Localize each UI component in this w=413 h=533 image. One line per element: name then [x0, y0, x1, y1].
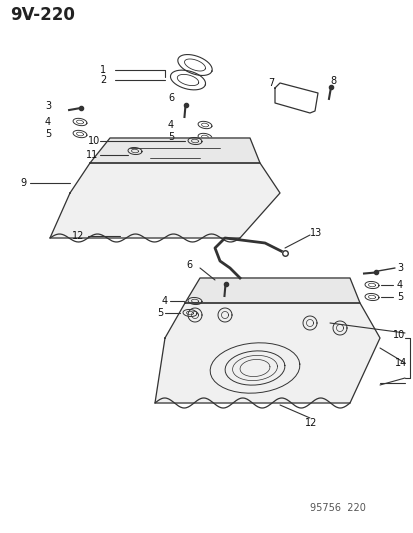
Text: 5: 5	[45, 129, 51, 139]
Text: 4: 4	[45, 117, 51, 127]
Polygon shape	[50, 163, 279, 238]
Text: 3: 3	[396, 263, 402, 273]
Text: 9V-220: 9V-220	[10, 6, 75, 24]
Text: 13: 13	[309, 228, 321, 238]
Text: 10: 10	[88, 136, 100, 146]
Text: 14: 14	[394, 358, 406, 368]
Text: 7: 7	[267, 78, 273, 88]
Text: 2: 2	[100, 75, 106, 85]
Text: 9: 9	[20, 178, 26, 188]
Text: 1: 1	[100, 65, 106, 75]
Text: 6: 6	[168, 93, 174, 103]
Text: 3: 3	[45, 101, 51, 111]
Text: 5: 5	[168, 132, 174, 142]
Text: 10: 10	[392, 330, 404, 340]
Text: 8: 8	[329, 76, 335, 86]
Text: 6: 6	[185, 260, 192, 270]
Polygon shape	[154, 303, 379, 403]
Text: 12: 12	[72, 231, 84, 241]
Text: 4: 4	[168, 120, 174, 130]
Polygon shape	[90, 138, 259, 163]
Text: 5: 5	[157, 308, 163, 318]
Text: 12: 12	[304, 418, 317, 428]
Text: 5: 5	[396, 292, 402, 302]
Text: 4: 4	[396, 280, 402, 290]
Text: 95756  220: 95756 220	[309, 503, 365, 513]
Text: 11: 11	[86, 150, 98, 160]
Polygon shape	[185, 278, 359, 303]
Text: 4: 4	[161, 296, 168, 306]
